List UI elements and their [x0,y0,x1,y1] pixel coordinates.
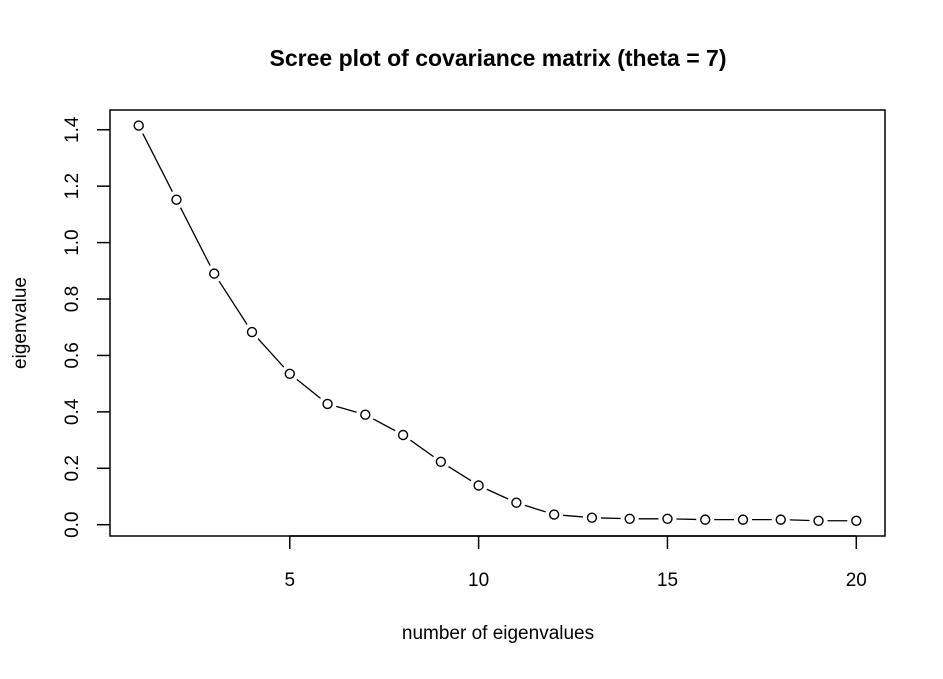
series-segment [297,379,321,398]
data-point [323,399,332,408]
series-segment [563,515,583,517]
data-point [587,513,596,522]
data-point [210,269,219,278]
y-tick-label: 1.4 [62,116,83,143]
data-point [512,498,521,507]
y-tick-label: 0.0 [62,512,83,538]
series-segment [448,467,471,481]
chart-title: Scree plot of covariance matrix (theta =… [270,45,727,71]
data-point [474,481,483,490]
data-point [776,515,785,524]
series-segment [143,134,173,192]
series-segment [219,281,247,324]
y-tick-label: 0.2 [62,455,83,481]
data-point [172,195,181,204]
x-axis-label: number of eigenvalues [402,623,594,644]
data-point [134,121,143,130]
y-tick-label: 0.4 [62,398,83,425]
data-point [248,328,257,337]
series-segment [410,440,433,456]
data-point [663,514,672,523]
y-axis-label: eigenvalue [10,277,31,369]
data-point [361,410,370,419]
series-segment [790,520,810,521]
plot-frame [110,110,885,536]
x-axis: 5 10 15 20 [284,536,866,591]
series-segment [525,505,546,511]
data-point [625,514,634,523]
y-tick-label: 0.8 [62,286,83,312]
data-point [550,510,559,519]
data-point [436,457,445,466]
series-segment [336,406,356,412]
y-tick-label: 0.6 [62,342,83,368]
series-segment [601,518,621,519]
series-segment [487,489,508,499]
data-point [399,431,408,440]
y-axis: 0.0 0.2 0.4 0.6 0.8 1.0 1.2 1.4 [62,116,110,538]
series-segment [373,419,395,431]
data-point [738,515,747,524]
y-tick-label: 1.0 [62,229,83,255]
x-tick-label: 10 [468,570,489,591]
x-tick-label: 5 [284,570,295,591]
y-tick-label: 1.2 [62,173,83,199]
x-tick-label: 15 [657,570,678,591]
eigenvalue-series [134,121,861,525]
x-tick-label: 20 [846,570,867,591]
series-segment [181,208,211,266]
data-point [852,516,861,525]
data-point [814,516,823,525]
data-point [285,369,294,378]
data-point [701,515,710,524]
series-segment [258,339,284,367]
